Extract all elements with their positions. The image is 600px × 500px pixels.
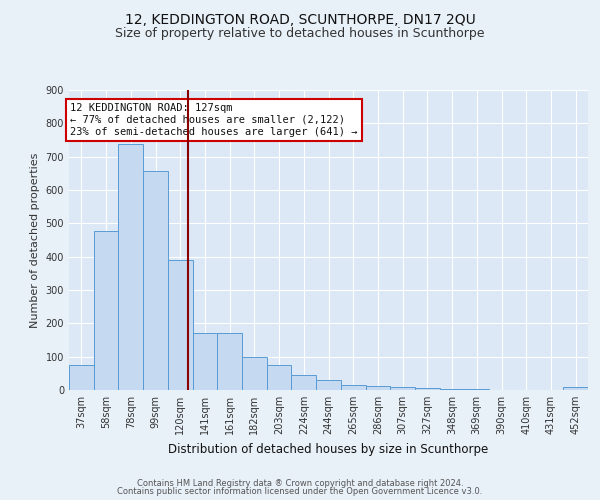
Bar	[267, 365, 292, 390]
Bar	[415, 388, 440, 390]
Bar	[168, 260, 193, 390]
Bar	[193, 334, 217, 390]
Bar	[69, 365, 94, 390]
Bar	[118, 144, 143, 390]
Bar	[440, 389, 464, 390]
Text: Contains HM Land Registry data ® Crown copyright and database right 2024.: Contains HM Land Registry data ® Crown c…	[137, 478, 463, 488]
Bar	[341, 386, 365, 390]
Y-axis label: Number of detached properties: Number of detached properties	[30, 152, 40, 328]
Bar	[563, 388, 588, 390]
Text: 12 KEDDINGTON ROAD: 127sqm
← 77% of detached houses are smaller (2,122)
23% of s: 12 KEDDINGTON ROAD: 127sqm ← 77% of deta…	[70, 104, 358, 136]
Text: 12, KEDDINGTON ROAD, SCUNTHORPE, DN17 2QU: 12, KEDDINGTON ROAD, SCUNTHORPE, DN17 2Q…	[125, 12, 475, 26]
X-axis label: Distribution of detached houses by size in Scunthorpe: Distribution of detached houses by size …	[169, 442, 488, 456]
Bar	[94, 230, 118, 390]
Bar	[365, 386, 390, 390]
Text: Contains public sector information licensed under the Open Government Licence v3: Contains public sector information licen…	[118, 487, 482, 496]
Bar	[242, 358, 267, 390]
Bar	[143, 172, 168, 390]
Bar	[390, 386, 415, 390]
Bar	[217, 334, 242, 390]
Text: Size of property relative to detached houses in Scunthorpe: Size of property relative to detached ho…	[115, 28, 485, 40]
Bar	[292, 375, 316, 390]
Bar	[316, 380, 341, 390]
